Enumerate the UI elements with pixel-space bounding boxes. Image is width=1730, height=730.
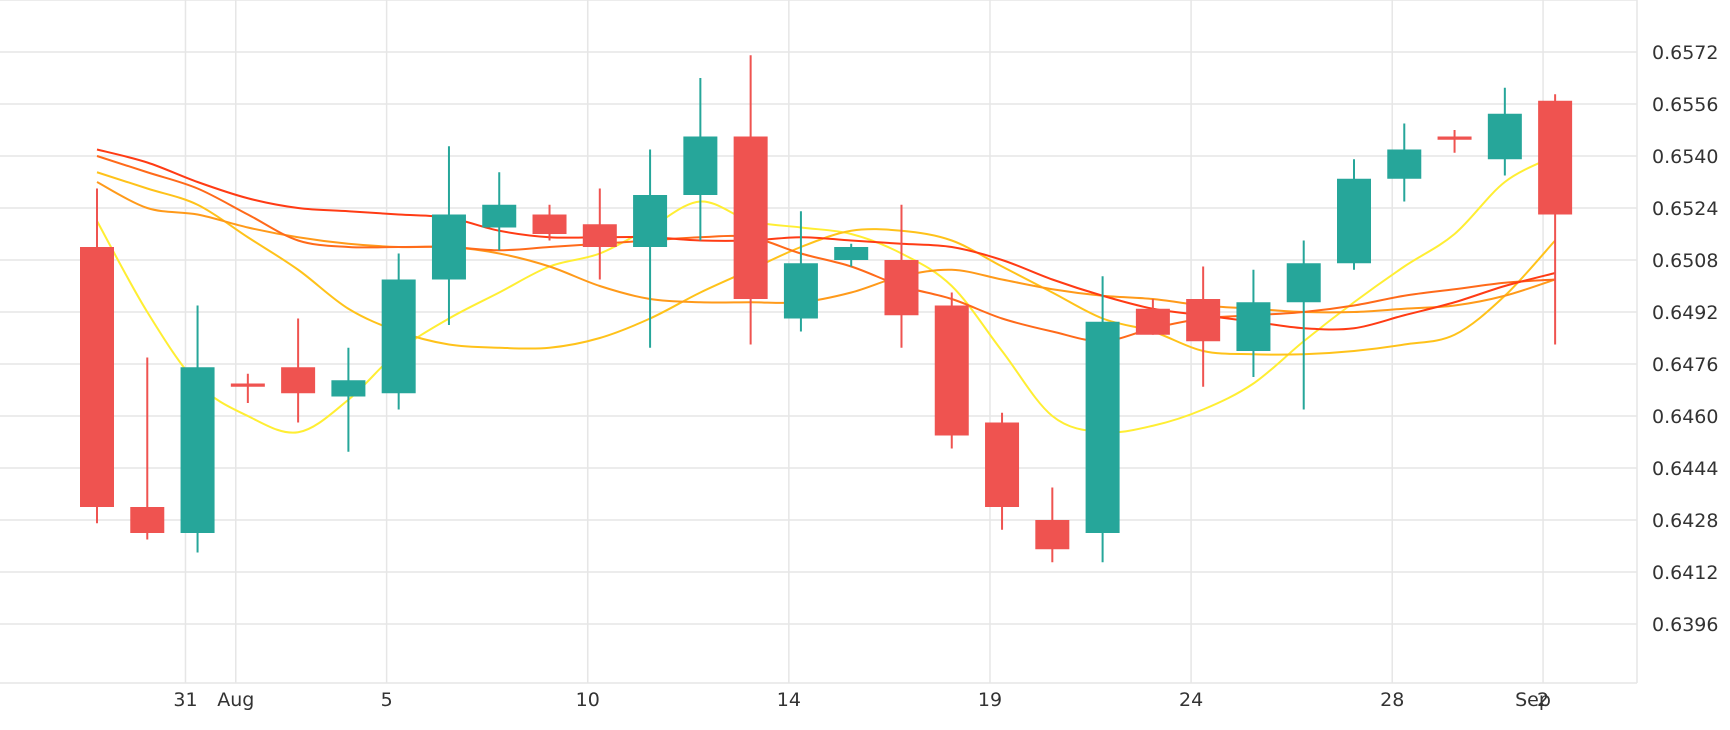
candle [1236, 269, 1271, 377]
candle-body [1085, 321, 1120, 533]
ma-line-1 [96, 155, 1556, 434]
moving-average-lines [96, 148, 1556, 434]
candle [884, 204, 919, 348]
x-tick-label: 19 [978, 689, 1002, 711]
grid-layer [0, 0, 1638, 684]
candle [130, 357, 165, 540]
candle [1085, 276, 1120, 563]
candle [1387, 123, 1422, 202]
axis-labels: 0.6572 0.6556 0.6540 0.6524 0.6508 0.6492 0.64… [173, 42, 1718, 711]
x-tick-label: 14 [777, 689, 801, 711]
candle-body [80, 247, 114, 507]
candle-body [180, 367, 215, 533]
candle [733, 55, 768, 345]
y-tick-label: 0.6412 [1652, 562, 1718, 584]
candle-body [985, 422, 1020, 507]
candle-body [633, 195, 668, 247]
x-tick-label: 28 [1380, 689, 1404, 711]
y-tick-label: 0.6476 [1652, 354, 1718, 376]
candle [1538, 94, 1573, 345]
candle [1035, 487, 1070, 563]
candle [1286, 240, 1321, 410]
candle-body [834, 247, 869, 260]
candle-body [934, 305, 969, 436]
candle [532, 204, 567, 241]
y-tick-label: 0.6428 [1652, 510, 1718, 532]
ma-line-4 [96, 155, 1556, 343]
x-tick-label: Sep [1515, 689, 1551, 711]
candle-body [683, 136, 718, 195]
candle [934, 292, 969, 449]
candle [633, 149, 668, 348]
candle-body [1135, 308, 1170, 335]
candle-body [1286, 263, 1321, 303]
candle [582, 188, 617, 280]
ma-line-2 [96, 171, 1556, 356]
x-tick-label: 24 [1179, 689, 1203, 711]
candle-body [230, 383, 265, 387]
candles [80, 55, 1573, 563]
candle-body [1487, 113, 1522, 160]
candle-body [783, 263, 818, 319]
y-tick-label: 0.6540 [1652, 146, 1718, 168]
ma-line-5 [96, 148, 1556, 331]
candle-body [532, 214, 567, 234]
candle [1487, 87, 1522, 176]
candle-body [482, 204, 517, 228]
candle [331, 347, 366, 452]
candle [482, 172, 517, 251]
candle [683, 78, 718, 241]
candle-body [884, 260, 919, 316]
candle-body [431, 214, 466, 280]
candle-body [1538, 100, 1573, 215]
candle-body [1236, 302, 1271, 351]
candle-body [733, 136, 768, 299]
x-tick-label: 31 [173, 689, 197, 711]
y-tick-label: 0.6556 [1652, 94, 1718, 116]
candle [180, 305, 215, 553]
y-tick-label: 0.6572 [1652, 42, 1718, 64]
candle-body [381, 279, 416, 394]
y-tick-label: 0.6460 [1652, 406, 1718, 428]
x-tick-label: 10 [576, 689, 600, 711]
candle-body [582, 224, 617, 247]
ma-line-3 [96, 181, 1556, 314]
candle [381, 253, 416, 410]
x-tick-label: 2 [1537, 689, 1549, 711]
candle [281, 318, 316, 423]
x-tick-label: Aug [217, 689, 254, 711]
candle-body [130, 507, 165, 533]
y-tick-label: 0.6492 [1652, 302, 1718, 324]
candle-body [281, 367, 316, 394]
candle [783, 211, 818, 332]
candle [80, 188, 114, 524]
candle-body [331, 380, 366, 397]
y-tick-label: 0.6444 [1652, 458, 1718, 480]
candle [834, 243, 869, 267]
candle-body [1337, 178, 1371, 264]
candle [1186, 266, 1221, 387]
candle [1337, 159, 1371, 270]
candle [431, 146, 466, 325]
candle-body [1035, 520, 1070, 550]
candle-body [1387, 149, 1422, 179]
y-tick-label: 0.6396 [1652, 614, 1718, 636]
y-tick-label: 0.6524 [1652, 198, 1718, 220]
candle-body [1186, 299, 1221, 342]
x-tick-label: 5 [381, 689, 393, 711]
candle [1437, 130, 1472, 153]
candle [985, 412, 1020, 530]
candle [230, 373, 265, 403]
y-tick-label: 0.6508 [1652, 250, 1718, 272]
candle [1135, 299, 1170, 335]
candle-body [1437, 136, 1472, 140]
